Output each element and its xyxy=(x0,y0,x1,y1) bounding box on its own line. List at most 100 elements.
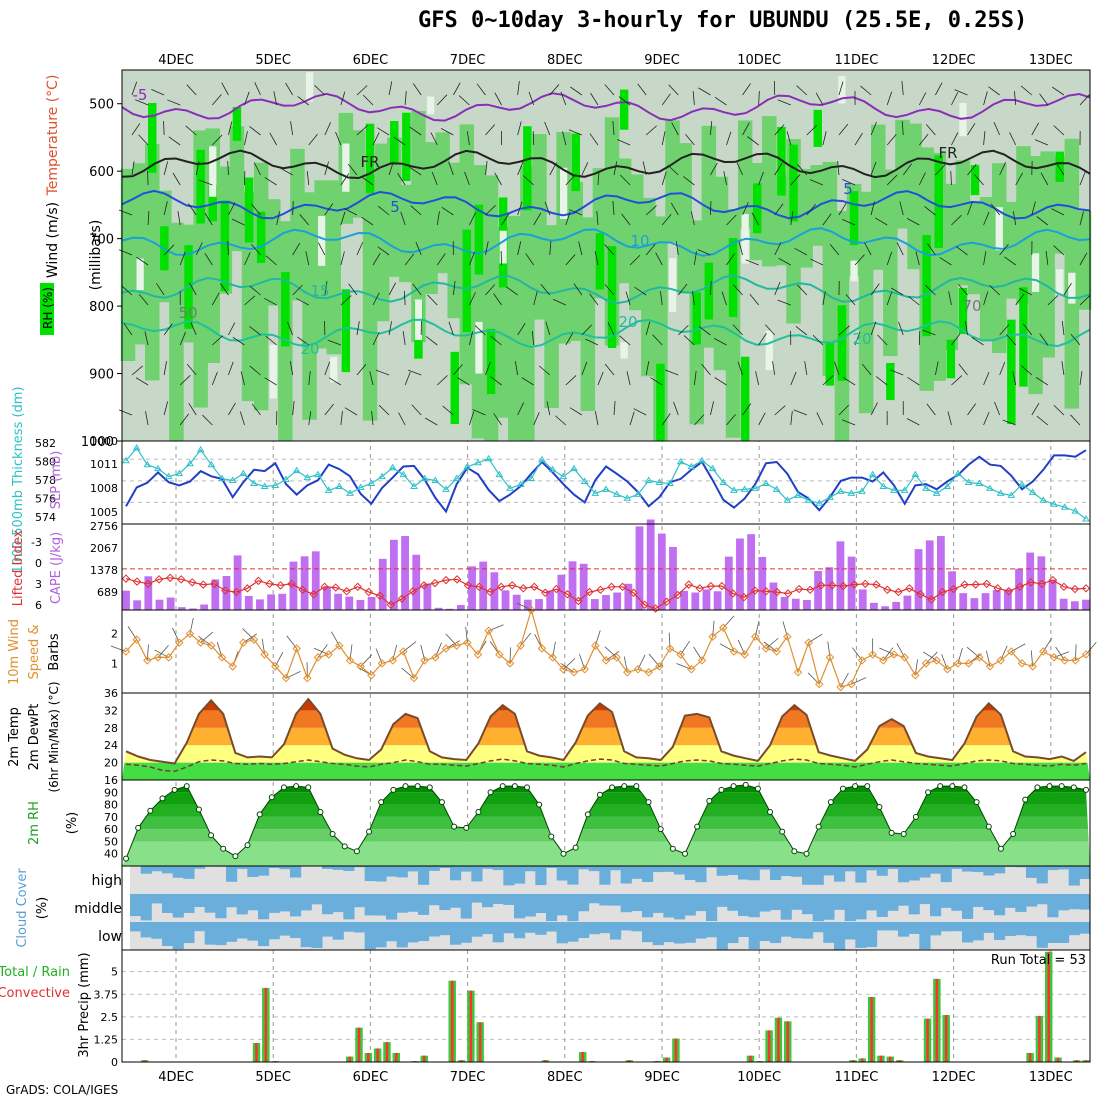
wind-barb xyxy=(589,293,599,306)
wind-barb xyxy=(324,203,334,216)
wind-barb xyxy=(590,92,599,106)
rh-tick-label: 60 xyxy=(104,823,118,836)
cloud-fraction xyxy=(343,894,355,920)
precip-bar-convective xyxy=(357,1027,361,1062)
wind-barb xyxy=(777,99,791,106)
rh-mid-area xyxy=(435,132,450,274)
rh-high-area xyxy=(946,339,956,379)
rh-high-area xyxy=(1019,287,1028,387)
rh-high-area xyxy=(789,144,798,222)
wind-barb xyxy=(604,284,615,296)
cape-bar xyxy=(144,576,153,610)
wind-barb xyxy=(675,241,679,256)
cloud-fraction xyxy=(919,894,931,905)
wind-barb xyxy=(862,363,872,376)
wind-axis-label-3: Barbs xyxy=(47,633,62,670)
cape-bar xyxy=(479,561,488,610)
wind-barb xyxy=(786,131,792,146)
rh-low-area xyxy=(1031,253,1040,292)
wind-barb xyxy=(999,361,1006,376)
wind-barb xyxy=(457,377,470,386)
wind-marker xyxy=(633,665,643,674)
wind-barb xyxy=(1021,365,1033,376)
cloud-fraction xyxy=(343,866,355,871)
wind-barb xyxy=(1070,334,1081,346)
cape-bar xyxy=(189,608,197,610)
wind-barb xyxy=(967,201,973,216)
cloud-fraction xyxy=(844,866,856,872)
li-marker xyxy=(541,588,550,598)
cloud-fraction xyxy=(407,866,419,872)
cloud-fraction xyxy=(151,922,163,939)
wind-barb xyxy=(661,413,671,426)
cloud-fraction xyxy=(812,894,824,922)
thickness-marker xyxy=(132,443,141,451)
wind-barb xyxy=(347,163,358,176)
wind-barb xyxy=(822,213,832,226)
wind-barb xyxy=(673,401,679,416)
cloud-fraction xyxy=(183,866,195,879)
wind-barb xyxy=(901,121,904,136)
wind-barb xyxy=(212,335,224,346)
wind-barb xyxy=(642,161,647,176)
li-marker xyxy=(585,587,594,597)
cape-bar xyxy=(1003,589,1012,610)
cloud-fraction xyxy=(151,866,163,872)
wind-barb xyxy=(221,82,229,96)
wind-barb xyxy=(742,202,749,216)
precip-tick-label: 3.75 xyxy=(94,988,119,1001)
precip-bar-convective xyxy=(255,1043,258,1062)
rh-high-area xyxy=(232,107,242,141)
wind-barb xyxy=(249,365,261,376)
cloud-fraction xyxy=(524,866,536,872)
rh-high-area xyxy=(244,177,254,243)
rh-mid-area xyxy=(302,192,317,420)
wind-barb xyxy=(299,214,310,226)
rh-marker xyxy=(171,786,178,793)
cloud-fraction xyxy=(887,866,899,869)
wind-barb xyxy=(188,203,197,216)
wind-barb xyxy=(1079,171,1086,186)
wind-barb xyxy=(925,124,936,136)
thickness-marker xyxy=(164,472,173,480)
cloud-fraction xyxy=(759,922,771,942)
rh-marker xyxy=(487,789,494,796)
li-tick-label: -3 xyxy=(31,536,42,549)
x-tick-label-top: 10DEC xyxy=(737,53,781,68)
cape-bar xyxy=(122,590,130,610)
wind-marker xyxy=(441,644,451,653)
wind-marker xyxy=(687,665,696,674)
li-marker xyxy=(485,587,495,597)
wind-barb xyxy=(935,82,943,96)
wind-barb xyxy=(864,242,872,256)
wind-barb xyxy=(806,124,818,136)
precip-bar-convective xyxy=(870,996,873,1062)
precip-tick-label: 5 xyxy=(111,966,118,979)
wind-barb xyxy=(570,86,583,96)
cape-tick-label: 1378 xyxy=(90,564,118,577)
li-marker xyxy=(695,584,705,593)
wind-barb xyxy=(924,206,936,216)
thickness-marker xyxy=(826,493,834,500)
rh-low-area xyxy=(1056,269,1064,295)
rh-mid-area xyxy=(568,181,584,341)
wind-barb xyxy=(324,122,332,136)
rh-marker xyxy=(220,845,227,852)
wind-barb xyxy=(190,321,197,336)
thickness-marker xyxy=(303,473,312,481)
rh-high-area xyxy=(523,126,532,211)
thickness-tick-label: 580 xyxy=(35,456,56,469)
thickness-marker xyxy=(580,477,589,485)
wind-barb xyxy=(794,247,808,256)
wind-barb xyxy=(842,219,856,226)
cape-bar xyxy=(602,595,610,610)
pressure-axis-label: (millibars) xyxy=(88,220,104,291)
cloud-fraction xyxy=(866,894,878,911)
li-marker xyxy=(474,582,484,592)
thickness-marker xyxy=(474,458,482,466)
wind-barb xyxy=(661,131,666,146)
wind-barb xyxy=(737,361,743,376)
thickness-marker xyxy=(484,454,493,462)
cloud-fraction xyxy=(951,894,963,911)
cloud-fraction xyxy=(876,922,888,931)
